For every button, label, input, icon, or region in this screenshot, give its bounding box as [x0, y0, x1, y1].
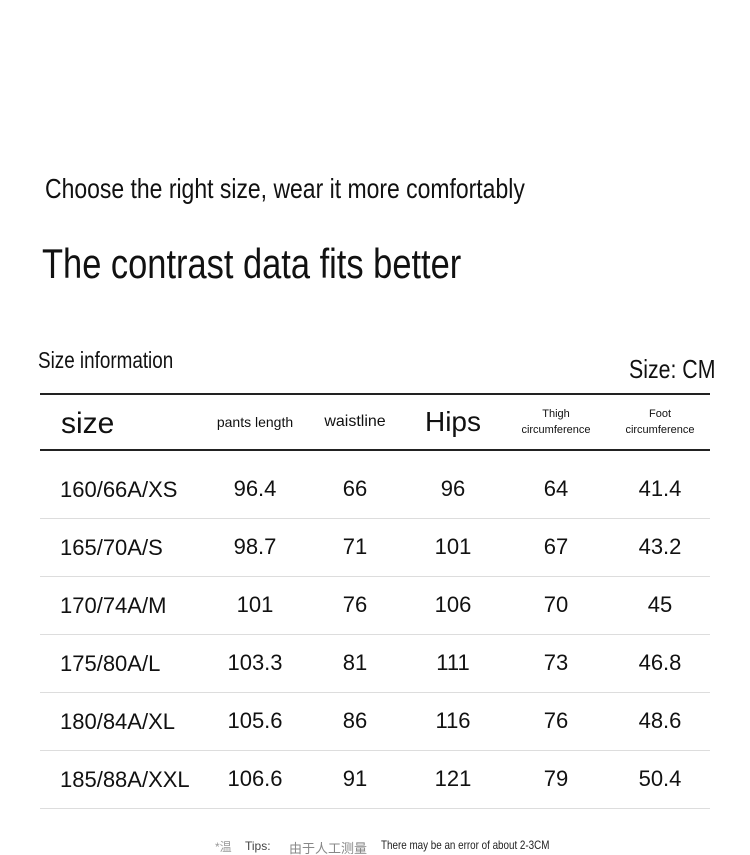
- footer-mark: *温: [215, 840, 232, 854]
- column-header: size: [61, 407, 115, 440]
- title: The contrast data fits better: [42, 240, 462, 287]
- row-divider: [40, 518, 710, 519]
- value-cell: 41.4: [638, 476, 682, 501]
- value-cell: 66: [342, 476, 368, 501]
- value-cell: 76: [543, 708, 569, 733]
- value-cell: 96.4: [233, 476, 277, 501]
- value-cell: 46.8: [638, 650, 682, 675]
- section-label: Size information: [38, 347, 174, 373]
- value-cell: 45: [647, 592, 673, 617]
- value-cell: 106: [434, 592, 472, 617]
- unit-label: Size: CM: [628, 354, 715, 384]
- value-cell: 67: [543, 534, 569, 559]
- header-rule: [40, 449, 710, 451]
- value-cell: 81: [342, 650, 368, 675]
- value-cell: 121: [434, 766, 472, 791]
- size-cell: 160/66A/XS: [60, 477, 178, 502]
- size-cell: 175/80A/L: [60, 651, 161, 676]
- value-cell: 103.3: [227, 650, 283, 675]
- value-cell: 76: [342, 592, 368, 617]
- value-cell: 111: [436, 650, 470, 675]
- value-cell: 79: [543, 766, 569, 791]
- value-cell: 96: [440, 476, 466, 501]
- table-top-rule: [40, 393, 710, 395]
- value-cell: 116: [435, 708, 471, 733]
- column-header: Hips: [424, 406, 482, 437]
- value-cell: 98.7: [233, 534, 277, 559]
- value-cell: 105.6: [227, 708, 283, 733]
- row-divider: [40, 692, 710, 693]
- value-cell: 43.2: [638, 534, 682, 559]
- row-divider: [40, 634, 710, 635]
- value-cell: 64: [543, 476, 569, 501]
- row-divider: [40, 576, 710, 577]
- footer-tips: Tips:: [245, 839, 271, 853]
- row-divider: [40, 750, 710, 751]
- value-cell: 73: [543, 650, 569, 675]
- size-cell: 170/74A/M: [60, 593, 167, 618]
- value-cell: 50.4: [638, 766, 682, 791]
- value-cell: 101: [434, 534, 472, 559]
- value-cell: 86: [342, 708, 368, 733]
- row-divider: [40, 808, 710, 809]
- value-cell: 48.6: [638, 708, 682, 733]
- value-cell: 91: [342, 766, 368, 791]
- footer-note: There may be an error of about 2-3CM: [381, 838, 550, 852]
- column-header: Thigh circumference: [521, 408, 591, 436]
- value-cell: 70: [543, 592, 569, 617]
- value-cell: 106.6: [227, 766, 283, 791]
- column-header: pants length: [216, 414, 294, 430]
- size-cell: 185/88A/XXL: [60, 767, 190, 792]
- value-cell: 71: [342, 534, 368, 559]
- column-header: Foot circumference: [625, 408, 695, 436]
- size-cell: 180/84A/XL: [60, 709, 175, 734]
- value-cell: 101: [236, 592, 274, 617]
- footer-note-cn: 由于人工测量: [289, 841, 368, 855]
- size-cell: 165/70A/S: [60, 535, 163, 560]
- subtitle: Choose the right size, wear it more comf…: [45, 173, 525, 204]
- column-header: waistline: [324, 413, 386, 430]
